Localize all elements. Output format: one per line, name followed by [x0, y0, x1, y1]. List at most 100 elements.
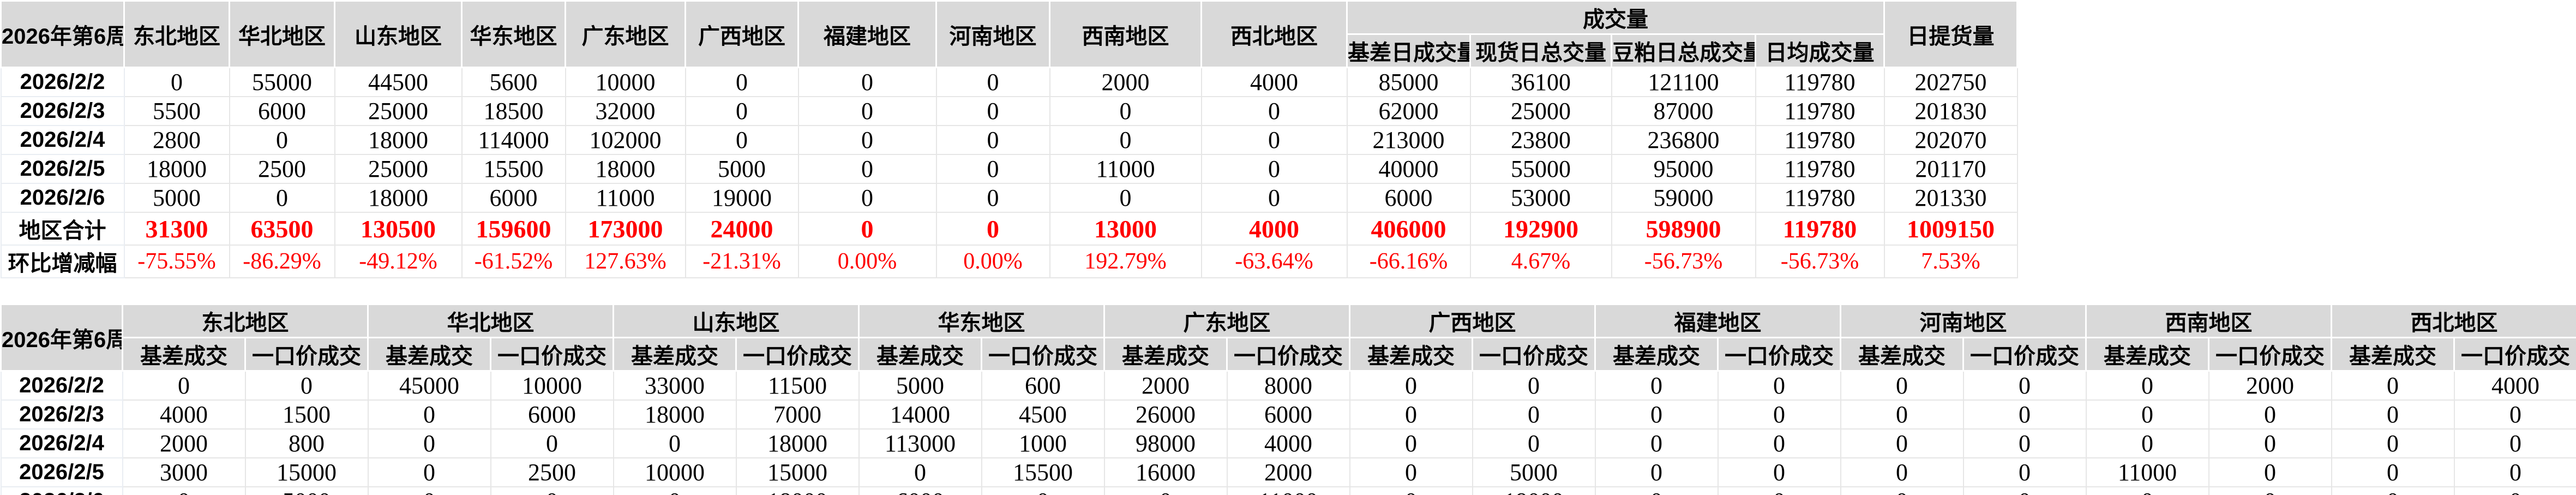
value-cell: 59000 — [1611, 183, 1756, 213]
value-cell: 45000 — [367, 370, 491, 401]
change-cell: 7.53% — [1883, 244, 2018, 278]
value-cell: 0 — [797, 67, 937, 97]
value-cell: 0 — [367, 399, 491, 430]
value-cell: 0 — [2085, 370, 2209, 401]
value-cell: 0 — [2331, 486, 2455, 495]
change-cell: 127.63% — [565, 244, 686, 278]
value-cell: 5000 — [1472, 457, 1596, 487]
value-cell: 119780 — [1755, 67, 1885, 97]
value-cell: 0 — [935, 125, 1050, 155]
basis-trade-sub-header: 基差成交 — [858, 337, 982, 372]
value-cell: 15000 — [735, 457, 860, 487]
value-cell: 19000 — [1472, 486, 1596, 495]
table2-date-row: 2026/2/4 2000 800 0 0 0 18000 113000 1000 98000 40… — [0, 428, 2576, 458]
value-cell: 0 — [935, 154, 1050, 184]
value-cell: 0 — [684, 96, 799, 126]
value-cell: 15500 — [981, 457, 1105, 487]
volume-sub-header: 基差日成交量 — [1346, 33, 1471, 68]
value-cell: 6000 — [229, 96, 335, 126]
table2-header-row-1: 2026年第6周 东北地区 华北地区 山东地区 华东地区 广东地区 广西地区 福建地区 河南地区… — [0, 303, 2576, 372]
value-cell: 25000 — [334, 154, 463, 184]
region-column-header: 广东地区 — [565, 0, 686, 68]
value-cell: 16000 — [1103, 457, 1228, 487]
table2-date-row: 2026/2/5 3000 15000 0 2500 10000 15000 0 15500 16… — [0, 457, 2576, 487]
table1-total-row: 地区合计 31300 63500 130500 159600 173000 24000 0 0 1… — [0, 212, 2018, 246]
value-cell: 2000 — [2208, 370, 2332, 401]
table1-title: 2026年第6周 — [0, 0, 125, 68]
value-cell: 6000 — [858, 486, 982, 495]
value-cell: 11000 — [1049, 154, 1202, 184]
value-cell: 36100 — [1469, 67, 1612, 97]
value-cell: 0 — [1717, 428, 1841, 458]
total-cell: 192900 — [1469, 212, 1612, 246]
total-cell: 159600 — [461, 212, 566, 246]
value-cell: 4000 — [2453, 370, 2576, 401]
value-cell: 0 — [2453, 457, 2576, 487]
basis-trade-sub-header: 基差成交 — [613, 337, 737, 372]
total-cell: 598900 — [1611, 212, 1756, 246]
value-cell: 0 — [229, 183, 335, 213]
value-cell: 0 — [858, 457, 982, 487]
change-cell: -86.29% — [229, 244, 335, 278]
value-cell: 11000 — [565, 183, 686, 213]
total-cell: 406000 — [1346, 212, 1471, 246]
table2-date-row: 2026/2/2 0 0 45000 10000 33000 11500 5000 600 200… — [0, 370, 2576, 401]
value-cell: 119780 — [1755, 125, 1885, 155]
table1-change-row: 环比增减幅 -75.55% -86.29% -49.12% -61.52% 127.63%… — [0, 244, 2018, 278]
value-cell: 119780 — [1755, 154, 1885, 184]
date-label: 2026/2/4 — [0, 125, 125, 155]
value-cell: 2000 — [1049, 67, 1202, 97]
value-cell: 0 — [1594, 370, 1719, 401]
region-column-header: 河南地区 — [1840, 303, 2087, 338]
region-column-header: 东北地区 — [123, 0, 230, 68]
region-column-header: 华北地区 — [229, 0, 335, 68]
value-cell: 5000 — [858, 370, 982, 401]
value-cell: 98000 — [1103, 428, 1228, 458]
region-column-header: 山东地区 — [334, 0, 463, 68]
total-cell: 1009150 — [1883, 212, 2018, 246]
basis-trade-sub-header: 基差成交 — [1103, 337, 1228, 372]
value-cell: 0 — [2331, 370, 2455, 401]
value-cell: 33000 — [613, 370, 737, 401]
date-label: 2026/2/6 — [0, 183, 125, 213]
value-cell: 0 — [2453, 486, 2576, 495]
value-cell: 26000 — [1103, 399, 1228, 430]
value-cell: 119780 — [1755, 96, 1885, 126]
value-cell: 0 — [1962, 370, 2087, 401]
change-cell: -75.55% — [123, 244, 230, 278]
value-cell: 3000 — [122, 457, 246, 487]
value-cell: 5000 — [244, 486, 369, 495]
daily-pickup-header: 日提货量 — [1883, 0, 2018, 68]
value-cell: 0 — [2208, 399, 2332, 430]
table2-date-row: 2026/2/3 4000 1500 0 6000 18000 7000 14000 4500 2… — [0, 399, 2576, 430]
value-cell: 0 — [123, 67, 230, 97]
table2-header-row-2: 基差成交 一口价成交 基差成交 一口价成交 基差成交 一口价成交 基差成交 一口价成交 基差成交… — [1, 337, 2576, 372]
value-cell: 0 — [1717, 399, 1841, 430]
change-cell: 192.79% — [1049, 244, 1202, 278]
value-cell: 201830 — [1883, 96, 2018, 126]
value-cell: 62000 — [1346, 96, 1471, 126]
value-cell: 0 — [1472, 399, 1596, 430]
date-label: 2026/2/2 — [0, 370, 123, 401]
fixed-price-trade-sub-header: 一口价成交 — [490, 337, 614, 372]
change-cell: -61.52% — [461, 244, 566, 278]
value-cell: 11500 — [735, 370, 860, 401]
value-cell: 6000 — [1346, 183, 1471, 213]
value-cell: 0 — [1840, 486, 1964, 495]
region-column-header: 广西地区 — [684, 0, 799, 68]
value-cell: 4000 — [122, 399, 246, 430]
fixed-price-trade-sub-header: 一口价成交 — [1472, 337, 1596, 372]
value-cell: 1000 — [981, 428, 1105, 458]
value-cell: 0 — [797, 125, 937, 155]
change-cell: -21.31% — [684, 244, 799, 278]
date-label: 2026/2/5 — [0, 154, 125, 184]
volume-sub-header: 豆粕日总成交量 — [1611, 33, 1756, 68]
value-cell: 55000 — [229, 67, 335, 97]
fixed-price-trade-sub-header: 一口价成交 — [1717, 337, 1841, 372]
change-cell: -63.64% — [1200, 244, 1348, 278]
value-cell: 0 — [981, 486, 1105, 495]
value-cell: 0 — [1349, 370, 1473, 401]
value-cell: 201170 — [1883, 154, 2018, 184]
value-cell: 18500 — [461, 96, 566, 126]
value-cell: 18000 — [334, 183, 463, 213]
